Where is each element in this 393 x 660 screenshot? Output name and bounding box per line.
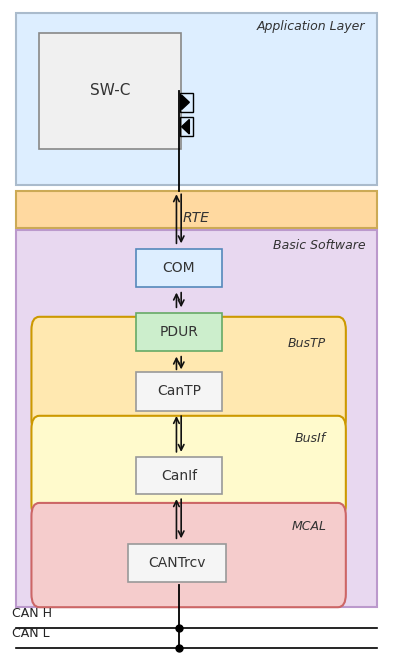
- Text: SW-C: SW-C: [90, 83, 130, 98]
- Bar: [180, 93, 193, 112]
- Text: CAN H: CAN H: [12, 607, 52, 620]
- FancyBboxPatch shape: [136, 457, 222, 494]
- Text: Basic Software: Basic Software: [273, 239, 365, 252]
- Text: BusIf: BusIf: [295, 432, 326, 446]
- FancyBboxPatch shape: [136, 372, 222, 411]
- Polygon shape: [182, 119, 189, 134]
- Text: CANTrcv: CANTrcv: [148, 556, 206, 570]
- Text: MCAL: MCAL: [291, 520, 326, 533]
- FancyBboxPatch shape: [16, 13, 377, 185]
- Text: CAN L: CAN L: [12, 627, 50, 640]
- FancyBboxPatch shape: [16, 191, 377, 228]
- FancyBboxPatch shape: [136, 249, 222, 287]
- Bar: [180, 117, 193, 136]
- Text: BusTP: BusTP: [288, 337, 326, 350]
- Text: Application Layer: Application Layer: [257, 20, 365, 33]
- FancyBboxPatch shape: [16, 230, 377, 607]
- Text: CanIf: CanIf: [161, 469, 197, 482]
- Text: PDUR: PDUR: [160, 325, 198, 339]
- Text: CanTP: CanTP: [157, 384, 201, 399]
- Polygon shape: [182, 95, 189, 110]
- FancyBboxPatch shape: [31, 416, 346, 518]
- FancyBboxPatch shape: [39, 33, 181, 148]
- FancyBboxPatch shape: [31, 317, 346, 432]
- Text: COM: COM: [162, 261, 195, 275]
- FancyBboxPatch shape: [128, 544, 226, 582]
- FancyBboxPatch shape: [136, 313, 222, 351]
- Text: RTE: RTE: [183, 211, 210, 224]
- FancyBboxPatch shape: [31, 503, 346, 607]
